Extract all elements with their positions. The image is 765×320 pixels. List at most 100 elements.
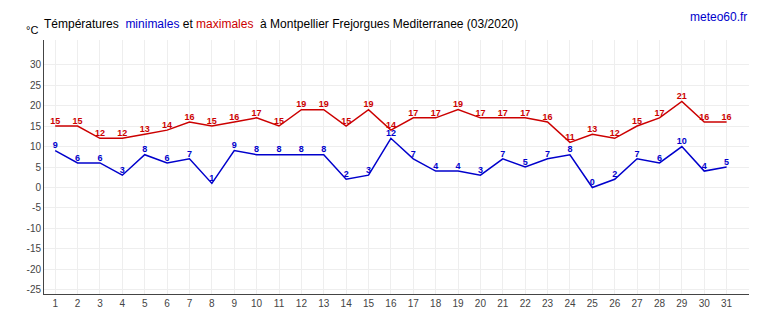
svg-text:3: 3: [478, 165, 483, 175]
svg-text:16: 16: [722, 112, 732, 122]
svg-text:25: 25: [587, 298, 599, 309]
svg-text:-25: -25: [27, 284, 42, 295]
svg-text:-5: -5: [32, 202, 41, 213]
svg-text:20: 20: [30, 100, 42, 111]
svg-text:4: 4: [456, 161, 461, 171]
svg-text:°C: °C: [26, 24, 38, 36]
svg-text:12: 12: [386, 128, 396, 138]
svg-text:25: 25: [30, 80, 42, 91]
svg-text:7: 7: [187, 298, 193, 309]
svg-text:-10: -10: [27, 223, 42, 234]
svg-text:7: 7: [187, 149, 192, 159]
svg-text:19: 19: [296, 99, 306, 109]
svg-text:7: 7: [545, 149, 550, 159]
svg-text:31: 31: [721, 298, 733, 309]
svg-text:2: 2: [612, 169, 617, 179]
svg-text:19: 19: [453, 99, 463, 109]
svg-text:1: 1: [52, 298, 58, 309]
svg-text:3: 3: [120, 165, 125, 175]
svg-text:4: 4: [433, 161, 438, 171]
svg-text:15: 15: [73, 116, 83, 126]
svg-text:18: 18: [430, 298, 442, 309]
svg-text:13: 13: [140, 124, 150, 134]
svg-text:12: 12: [610, 128, 620, 138]
svg-text:15: 15: [30, 121, 42, 132]
svg-text:21: 21: [677, 91, 687, 101]
svg-text:3: 3: [366, 165, 371, 175]
svg-text:16: 16: [543, 112, 553, 122]
svg-text:17: 17: [475, 108, 485, 118]
svg-text:16: 16: [385, 298, 397, 309]
svg-text:8: 8: [209, 298, 215, 309]
svg-text:2: 2: [75, 298, 81, 309]
svg-text:9: 9: [53, 140, 58, 150]
svg-text:6: 6: [164, 298, 170, 309]
svg-text:10: 10: [30, 141, 42, 152]
svg-text:27: 27: [632, 298, 644, 309]
svg-text:15: 15: [274, 116, 284, 126]
svg-text:4: 4: [702, 161, 707, 171]
svg-text:29: 29: [676, 298, 688, 309]
svg-text:14: 14: [162, 120, 172, 130]
svg-text:11: 11: [565, 132, 575, 142]
svg-text:6: 6: [165, 153, 170, 163]
svg-text:8: 8: [142, 144, 147, 154]
svg-text:17: 17: [252, 108, 262, 118]
svg-text:-15: -15: [27, 243, 42, 254]
svg-text:2: 2: [344, 169, 349, 179]
svg-text:17: 17: [408, 298, 420, 309]
svg-text:8: 8: [299, 144, 304, 154]
svg-text:8: 8: [254, 144, 259, 154]
svg-text:26: 26: [609, 298, 621, 309]
svg-text:12: 12: [296, 298, 308, 309]
svg-text:23: 23: [542, 298, 554, 309]
svg-text:10: 10: [251, 298, 263, 309]
svg-text:22: 22: [520, 298, 532, 309]
svg-text:3: 3: [97, 298, 103, 309]
svg-text:15: 15: [50, 116, 60, 126]
svg-text:16: 16: [699, 112, 709, 122]
svg-text:8: 8: [276, 144, 281, 154]
svg-text:19: 19: [364, 99, 374, 109]
svg-text:14: 14: [386, 120, 396, 130]
svg-text:15: 15: [363, 298, 375, 309]
svg-text:7: 7: [411, 149, 416, 159]
svg-text:21: 21: [497, 298, 509, 309]
svg-text:5: 5: [35, 162, 41, 173]
svg-text:28: 28: [654, 298, 666, 309]
svg-text:0: 0: [35, 182, 41, 193]
svg-text:19: 19: [452, 298, 464, 309]
svg-text:5: 5: [523, 157, 528, 167]
svg-text:20: 20: [475, 298, 487, 309]
svg-text:13: 13: [587, 124, 597, 134]
svg-text:15: 15: [341, 116, 351, 126]
svg-text:6: 6: [97, 153, 102, 163]
svg-text:16: 16: [229, 112, 239, 122]
svg-text:17: 17: [498, 108, 508, 118]
svg-text:17: 17: [408, 108, 418, 118]
svg-text:12: 12: [117, 128, 127, 138]
svg-text:4: 4: [120, 298, 126, 309]
svg-text:-20: -20: [27, 264, 42, 275]
svg-text:17: 17: [520, 108, 530, 118]
svg-text:7: 7: [500, 149, 505, 159]
svg-text:8: 8: [567, 144, 572, 154]
svg-text:meteo60.fr: meteo60.fr: [690, 10, 747, 24]
svg-text:7: 7: [635, 149, 640, 159]
svg-text:Témpératures minimales et max: Témpératures minimales et maximales à Mo…: [44, 17, 518, 31]
svg-text:9: 9: [231, 298, 237, 309]
svg-text:15: 15: [207, 116, 217, 126]
svg-text:24: 24: [564, 298, 576, 309]
svg-text:5: 5: [724, 157, 729, 167]
svg-text:17: 17: [431, 108, 441, 118]
svg-text:13: 13: [318, 298, 330, 309]
svg-text:30: 30: [30, 59, 42, 70]
svg-text:6: 6: [75, 153, 80, 163]
svg-text:19: 19: [319, 99, 329, 109]
svg-text:1: 1: [209, 173, 214, 183]
svg-text:8: 8: [321, 144, 326, 154]
svg-text:6: 6: [657, 153, 662, 163]
svg-text:9: 9: [232, 140, 237, 150]
svg-text:11: 11: [274, 298, 285, 309]
svg-text:14: 14: [341, 298, 353, 309]
